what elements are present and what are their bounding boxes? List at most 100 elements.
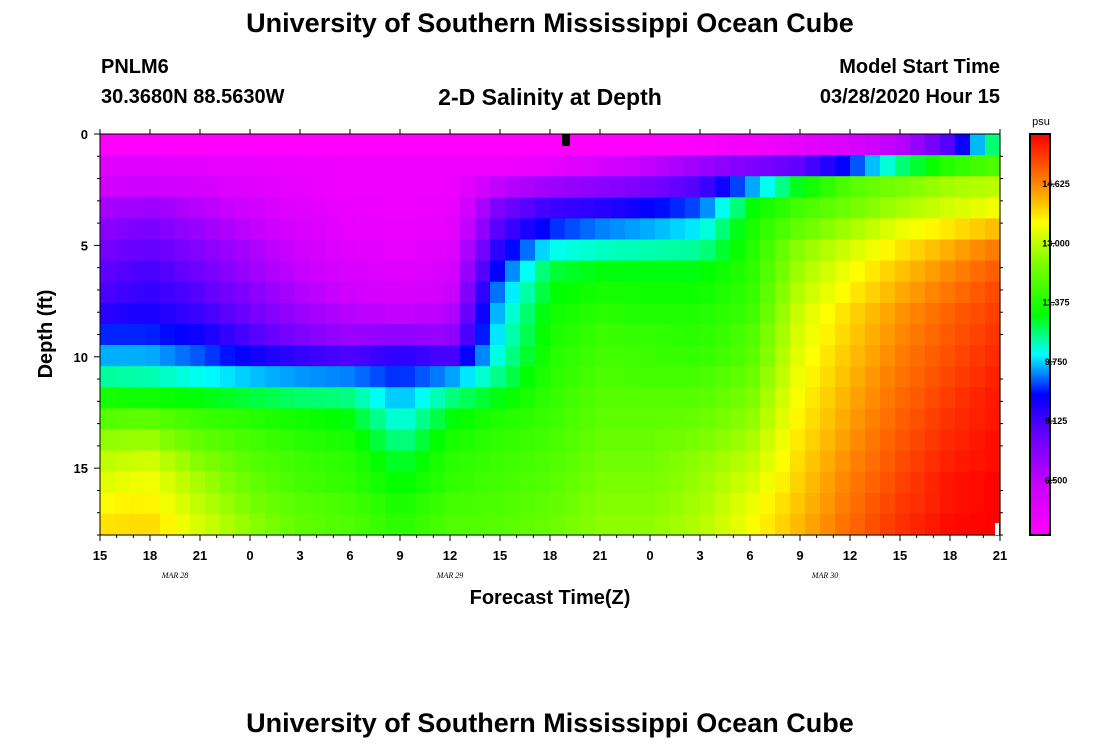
heatmap-cell xyxy=(925,134,941,156)
heatmap-cell xyxy=(760,450,776,473)
heatmap-cell xyxy=(655,239,671,262)
heatmap-cell xyxy=(610,281,626,304)
heatmap-cell xyxy=(295,302,311,325)
heatmap-cell xyxy=(610,260,626,283)
heatmap-cell xyxy=(865,366,881,388)
heatmap-cell xyxy=(280,176,296,198)
heatmap-cell xyxy=(880,450,896,473)
heatmap-cell xyxy=(760,513,776,536)
heatmap-cell xyxy=(370,366,386,388)
heatmap-cell xyxy=(130,408,146,431)
heatmap-cell xyxy=(970,492,986,515)
heatmap-cell xyxy=(145,302,161,325)
heatmap-cell xyxy=(520,345,536,367)
heatmap-cell xyxy=(745,408,761,431)
heatmap-cell xyxy=(355,260,371,283)
heatmap-cell xyxy=(415,429,431,452)
heatmap-cell xyxy=(325,302,341,325)
heatmap-cell xyxy=(955,471,971,494)
y-tick-label: 0 xyxy=(81,127,88,142)
heatmap-cell xyxy=(385,366,401,388)
heatmap-cell xyxy=(415,218,431,241)
heatmap-cell xyxy=(715,155,731,177)
heatmap-cell xyxy=(655,176,671,198)
heatmap-cell xyxy=(730,366,746,388)
heatmap-cell xyxy=(550,155,566,177)
heatmap-cell xyxy=(925,408,941,431)
heatmap-cell xyxy=(325,239,341,262)
heatmap-cell xyxy=(955,218,971,241)
heatmap-cell xyxy=(175,134,191,156)
heatmap-cell xyxy=(835,260,851,283)
heatmap-cell xyxy=(535,197,551,220)
heatmap-cell xyxy=(685,155,701,177)
heatmap-cell xyxy=(160,197,176,220)
heatmap-cell xyxy=(970,302,986,325)
heatmap-cell xyxy=(310,513,326,536)
heatmap-cell xyxy=(880,134,896,156)
heatmap-cell xyxy=(895,239,911,262)
heatmap-cell xyxy=(175,366,191,388)
heatmap-cell xyxy=(775,260,791,283)
heatmap-cell xyxy=(445,387,461,409)
heatmap-cell xyxy=(730,134,746,156)
heatmap-cell xyxy=(790,155,806,177)
heatmap-cell xyxy=(325,513,341,536)
heatmap-cell xyxy=(265,239,281,262)
heatmap-cell xyxy=(760,197,776,220)
heatmap-cell xyxy=(670,239,686,262)
heatmap-cell xyxy=(205,218,221,241)
heatmap-cell xyxy=(250,281,266,304)
heatmap-cell xyxy=(565,513,581,536)
heatmap-cell xyxy=(130,260,146,283)
heatmap-cell xyxy=(715,281,731,304)
heatmap-cell xyxy=(460,471,476,494)
heatmap-cell xyxy=(535,281,551,304)
heatmap-cell xyxy=(190,218,206,241)
heatmap-cell xyxy=(340,260,356,283)
heatmap-cell xyxy=(865,345,881,367)
heatmap-cell xyxy=(745,260,761,283)
heatmap-cell xyxy=(220,218,236,241)
heatmap-cell xyxy=(370,260,386,283)
heatmap-cell xyxy=(265,281,281,304)
heatmap-cell xyxy=(880,176,896,198)
heatmap-cell xyxy=(595,281,611,304)
heatmap-cell xyxy=(760,345,776,367)
heatmap-cell xyxy=(175,260,191,283)
heatmap-cell xyxy=(625,239,641,262)
heatmap-cell xyxy=(865,513,881,536)
heatmap-cell xyxy=(295,197,311,220)
heatmap-cell xyxy=(895,492,911,515)
heatmap-cell xyxy=(880,429,896,452)
heatmap-cell xyxy=(160,281,176,304)
heatmap-cell xyxy=(235,492,251,515)
heatmap-cell xyxy=(250,492,266,515)
heatmap-cell xyxy=(910,345,926,367)
heatmap-cell xyxy=(130,218,146,241)
heatmap-cell xyxy=(475,387,491,409)
heatmap-cell xyxy=(760,134,776,156)
heatmap-cell xyxy=(850,513,866,536)
heatmap-cell xyxy=(280,492,296,515)
heatmap-cell xyxy=(910,450,926,473)
heatmap-cell xyxy=(790,281,806,304)
heatmap-cell xyxy=(925,176,941,198)
heatmap-cell xyxy=(640,429,656,452)
colorbar-tick-label: 8.125 xyxy=(1045,416,1068,426)
heatmap-cell xyxy=(100,345,116,367)
heatmap-cell xyxy=(505,281,521,304)
heatmap-cell xyxy=(445,134,461,156)
heatmap-cell xyxy=(415,134,431,156)
heatmap-cell xyxy=(190,387,206,409)
heatmap-cell xyxy=(400,387,416,409)
heatmap-cell xyxy=(430,134,446,156)
heatmap-cell xyxy=(415,408,431,431)
heatmap-cell xyxy=(760,176,776,198)
heatmap-cell xyxy=(325,218,341,241)
heatmap-cell xyxy=(490,218,506,241)
heatmap-cell xyxy=(700,323,716,346)
heatmap-cell xyxy=(970,155,986,177)
heatmap-cell xyxy=(160,134,176,156)
heatmap-cell xyxy=(370,323,386,346)
